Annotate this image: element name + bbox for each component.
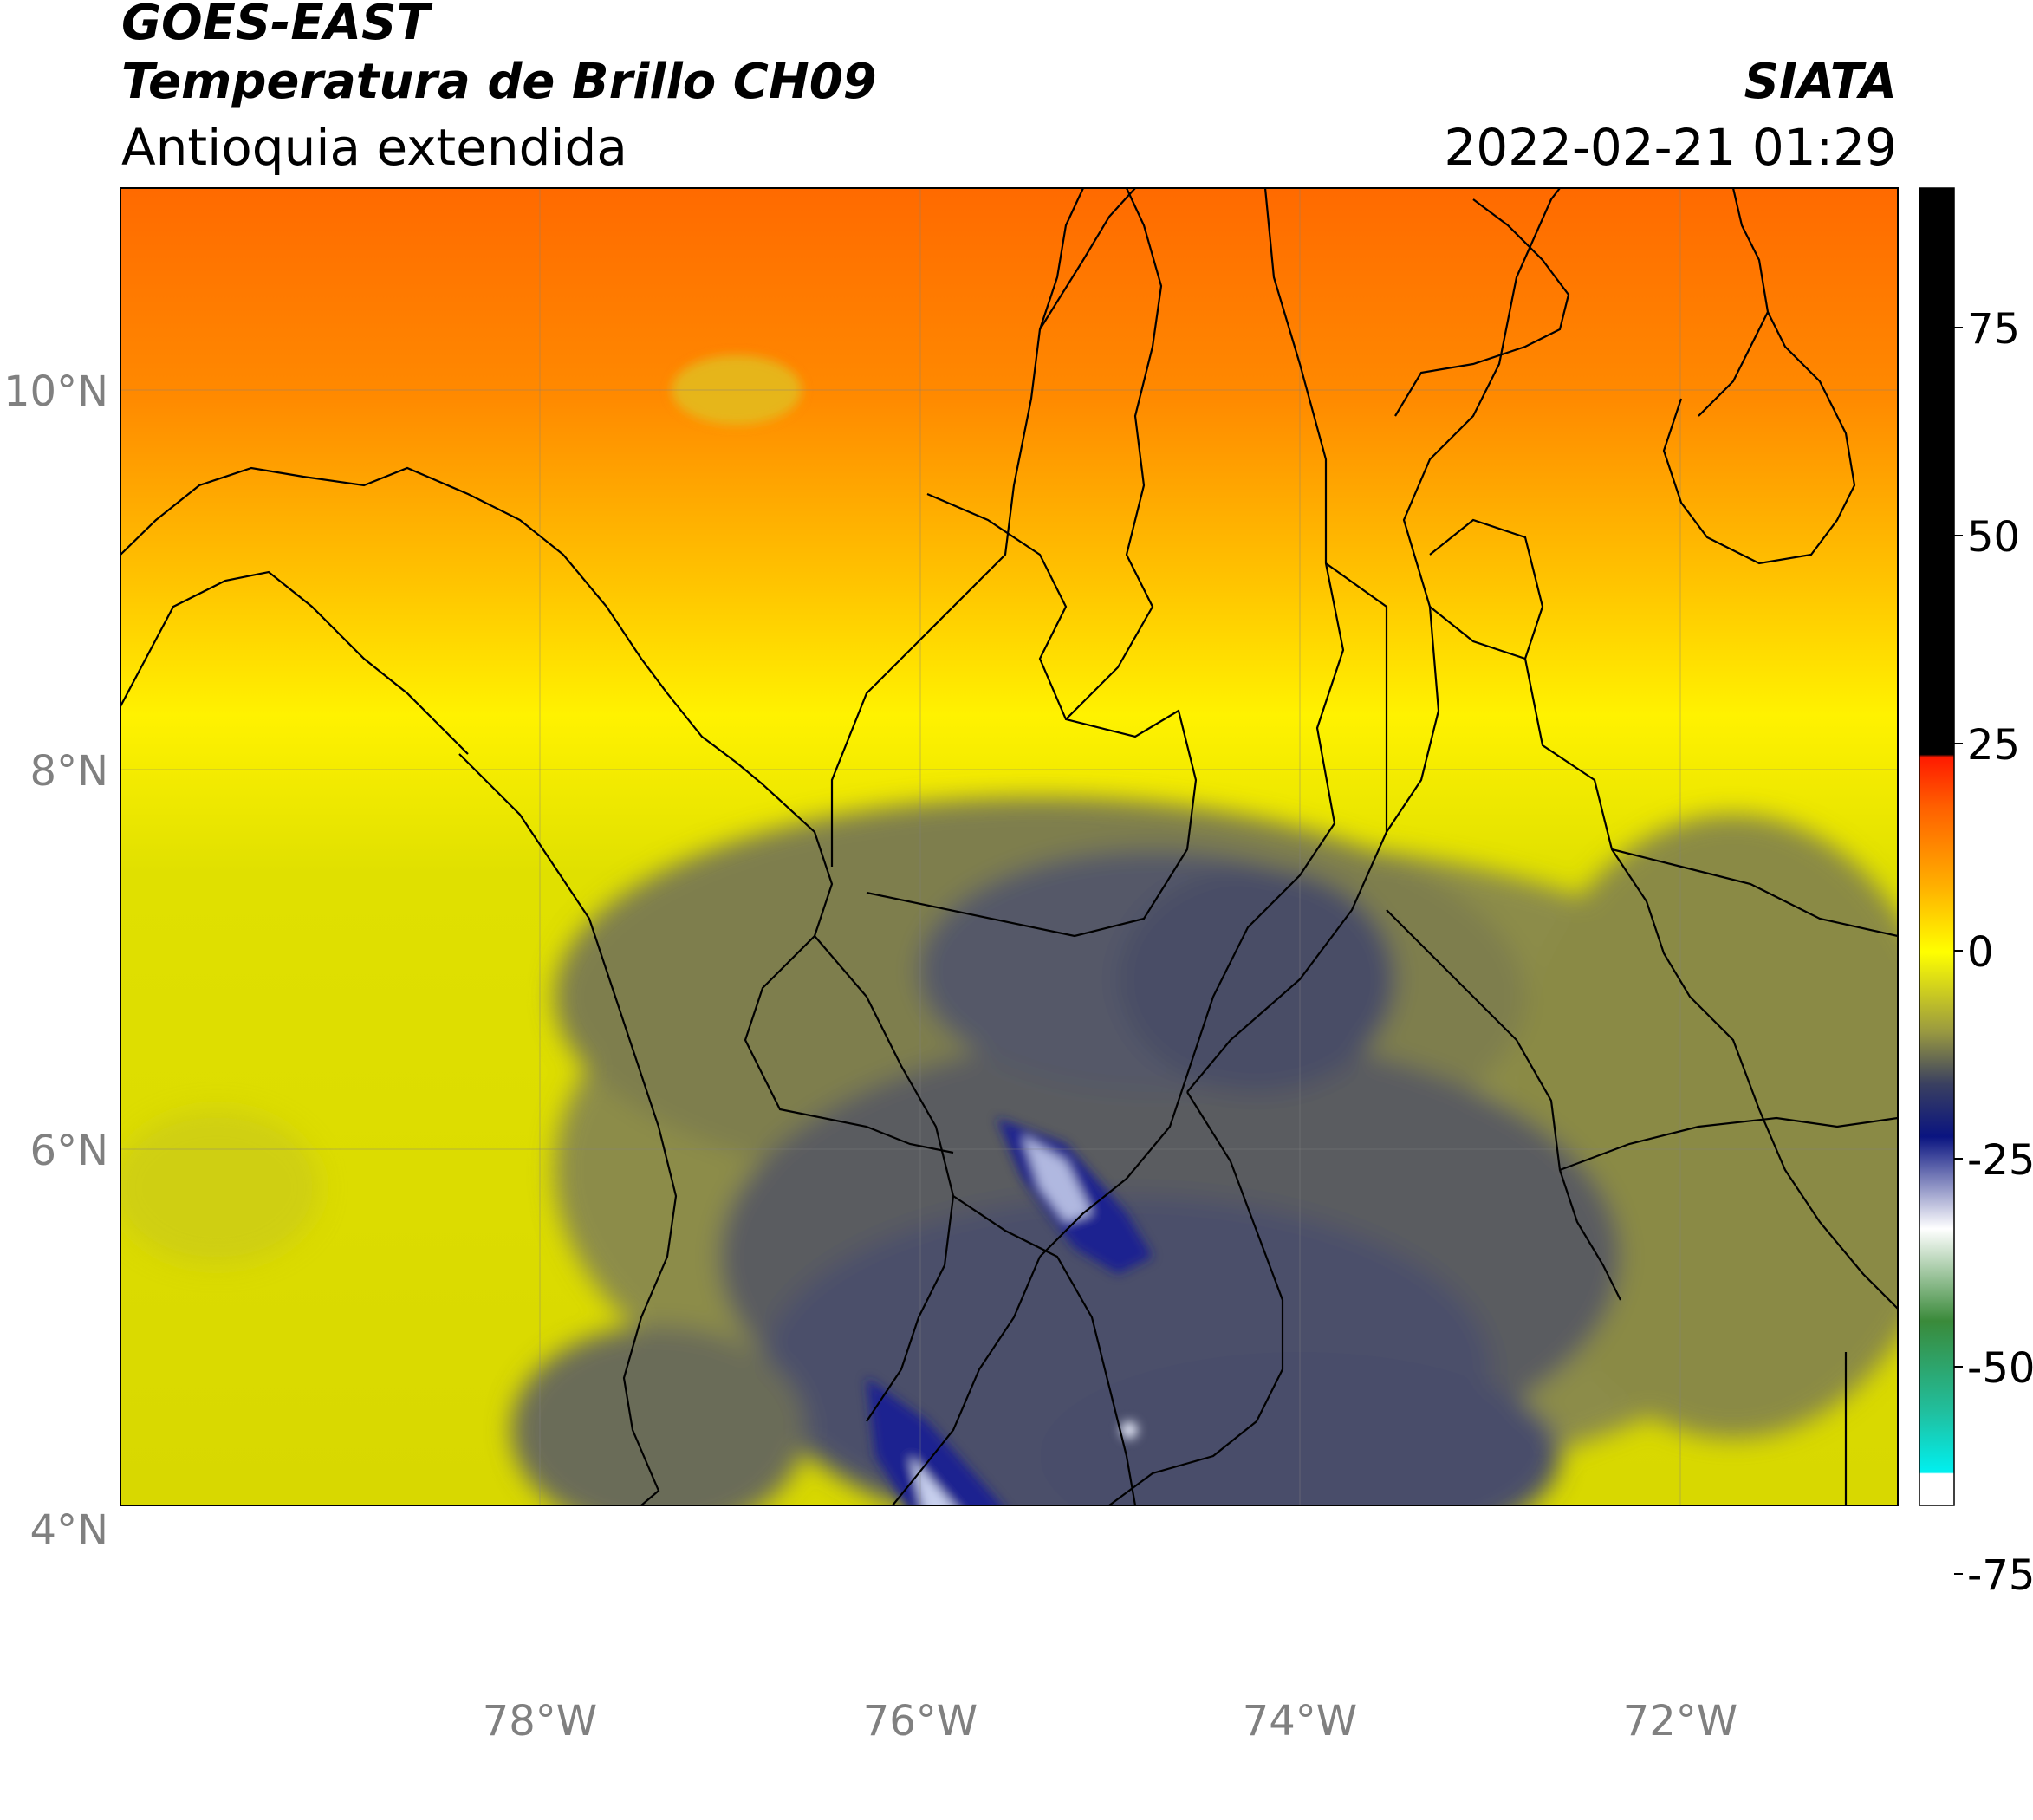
satellite-title: GOES-EAST: [121, 0, 430, 51]
cb-tick-minus25: -25: [1967, 1136, 2033, 1185]
cb-tick-minus50: -50: [1967, 1344, 2033, 1393]
colorbar-gradient: [1919, 187, 1955, 1506]
timestamp: 2022-02-21 01:29: [1444, 118, 1897, 177]
colorbar: 75 50 25 0 -25 -50 -75: [1919, 187, 2033, 1600]
cb-tick-75: 75: [1967, 305, 2020, 354]
lat-label-6n: 6°N: [30, 1127, 108, 1175]
cb-tick-0: 0: [1967, 928, 1994, 977]
graticule: [120, 188, 1898, 1505]
agency-label: SIATA: [1744, 54, 1897, 110]
longitude-labels: 78°W 76°W 74°W 72°W: [483, 1697, 1738, 1745]
cb-tick-50: 50: [1967, 513, 2020, 562]
lat-label-10n: 10°N: [3, 367, 108, 416]
region-subtitle: Antioquia extendida: [121, 118, 627, 177]
political-boundaries: [120, 188, 1898, 1505]
lon-label-76w: 76°W: [863, 1697, 978, 1745]
lon-label-72w: 72°W: [1623, 1697, 1738, 1745]
map-frame: [120, 187, 1899, 1506]
cb-tick-minus75: -75: [1967, 1551, 2033, 1600]
cb-tick-25: 25: [1967, 721, 2020, 770]
lon-label-74w: 74°W: [1243, 1697, 1358, 1745]
brightness-temperature-field: [120, 188, 1898, 1505]
lat-label-4n: 4°N: [30, 1506, 108, 1555]
latitude-labels: 10°N 8°N 6°N 4°N: [3, 367, 108, 1555]
lon-label-78w: 78°W: [483, 1697, 598, 1745]
product-title: Temperatura de Brillo CH09: [121, 54, 877, 110]
lat-label-8n: 8°N: [30, 747, 108, 796]
